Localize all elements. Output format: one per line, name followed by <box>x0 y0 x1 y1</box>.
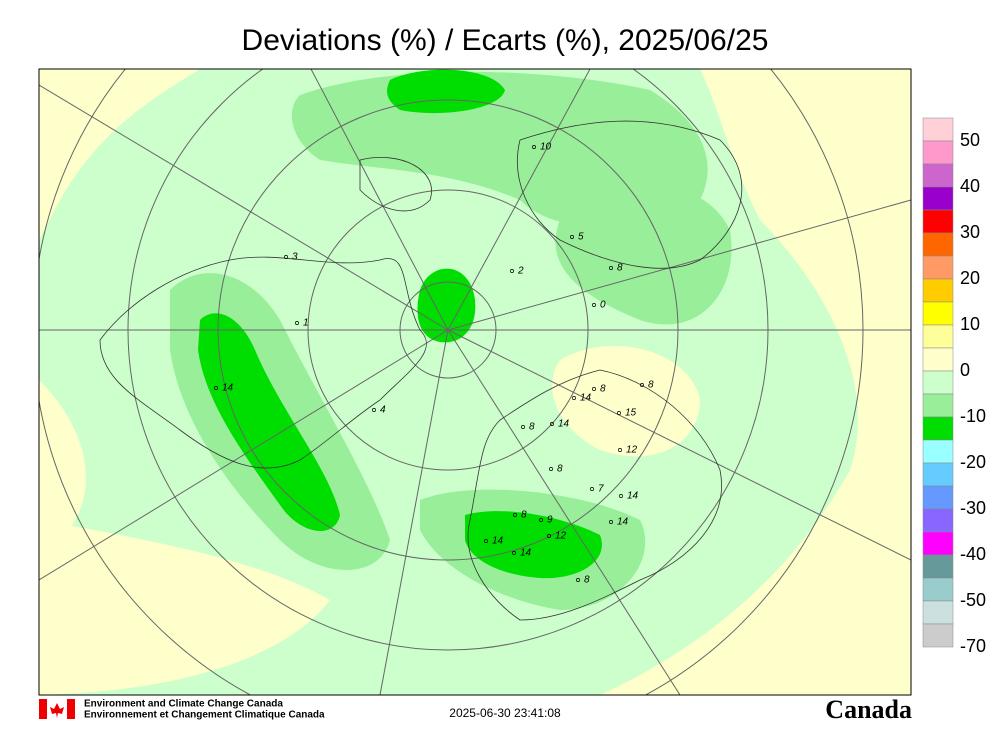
station-value: 12 <box>626 445 638 456</box>
station-dot <box>550 422 554 426</box>
legend-swatch <box>922 278 954 303</box>
station-dot <box>512 551 516 555</box>
legend-swatch <box>922 577 954 602</box>
station-value: 14 <box>222 383 234 394</box>
legend-label: -20 <box>960 452 986 472</box>
station-dot <box>539 518 543 522</box>
legend-swatch <box>922 531 954 556</box>
legend-label: -30 <box>960 498 986 518</box>
map-frame <box>38 68 912 696</box>
station-dot <box>592 387 596 391</box>
station-dot <box>513 513 517 517</box>
station-dot <box>284 255 288 259</box>
station-dot <box>549 467 553 471</box>
map <box>39 69 911 695</box>
legend-swatch <box>922 600 954 625</box>
legend-swatch <box>922 209 954 234</box>
station-dot <box>510 269 514 273</box>
legend-label: 0 <box>960 360 970 380</box>
legend-swatch <box>922 255 954 280</box>
station-value: 14 <box>558 419 570 430</box>
legend-swatch <box>922 163 954 188</box>
station-dot <box>640 383 644 387</box>
station-dot <box>295 321 299 325</box>
legend-label: -40 <box>960 544 986 564</box>
station-value: 9 <box>547 515 553 526</box>
station-dot <box>547 534 551 538</box>
station-dot <box>570 235 574 239</box>
station-dot <box>592 303 596 307</box>
legend-label: -70 <box>960 636 986 656</box>
station-value: 10 <box>540 142 552 153</box>
station-dot <box>617 411 621 415</box>
station-value: 8 <box>557 464 563 475</box>
legend-swatch <box>922 554 954 579</box>
legend-swatch <box>922 462 954 487</box>
station-value: 8 <box>529 422 535 433</box>
logo <box>39 699 75 719</box>
station-value: 5 <box>578 232 584 243</box>
station-dot <box>609 520 613 524</box>
legend-swatch <box>922 347 954 372</box>
station-value: 4 <box>380 405 386 416</box>
station-value: 8 <box>521 510 527 521</box>
station-value: 14 <box>520 548 532 559</box>
station-value: 14 <box>627 491 639 502</box>
station-value: 8 <box>600 384 606 395</box>
legend-swatch <box>922 186 954 211</box>
station-value: 8 <box>584 575 590 586</box>
station-value: 1 <box>303 318 309 329</box>
legend-label: 20 <box>960 268 980 288</box>
station-dot <box>532 145 536 149</box>
legend-swatch <box>922 324 954 349</box>
legend-label: -10 <box>960 406 986 426</box>
station-value: 7 <box>598 484 604 495</box>
legend-swatch <box>922 485 954 510</box>
station-value: 15 <box>625 408 637 419</box>
legend-label: 50 <box>960 130 980 150</box>
legend-swatch <box>922 439 954 464</box>
legend-swatch <box>922 416 954 441</box>
legend-swatch <box>922 508 954 533</box>
station-dot <box>618 448 622 452</box>
station-dot <box>576 578 580 582</box>
legend-swatch <box>922 393 954 418</box>
legend-swatch <box>922 623 954 648</box>
station-value: 12 <box>555 531 567 542</box>
station-dot <box>609 266 613 270</box>
legend-label: -50 <box>960 590 986 610</box>
title: Deviations (%) / Ecarts (%), 2025/06/25 <box>242 24 769 57</box>
agency-fr: Environnement et Changement Climatique C… <box>84 710 325 721</box>
station-dot <box>372 408 376 412</box>
station-value: 14 <box>492 536 504 547</box>
station-value: 2 <box>517 266 524 277</box>
agency-en: Environment and Climate Change Canada <box>84 699 283 710</box>
station-dot <box>521 425 525 429</box>
station-value: 8 <box>617 263 623 274</box>
timestamp: 2025-06-30 23:41:08 <box>449 706 561 720</box>
station-value: 3 <box>292 252 298 263</box>
station-dot <box>590 487 594 491</box>
legend: 50 40 30 20 10 0 -10 -20 -30 -40 -50 -70 <box>922 117 986 656</box>
station-dot <box>619 494 623 498</box>
station-dot <box>572 396 576 400</box>
station-value: 8 <box>648 380 654 391</box>
station-dot <box>214 386 218 390</box>
station-value: 14 <box>617 517 629 528</box>
legend-swatch <box>922 140 954 165</box>
station-dot <box>484 539 488 543</box>
station-value: 14 <box>580 393 592 404</box>
legend-label: 10 <box>960 314 980 334</box>
station-value: 0 <box>600 300 606 311</box>
legend-swatch <box>922 370 954 395</box>
legend-swatch <box>922 117 954 142</box>
legend-swatch <box>922 232 954 257</box>
legend-swatch <box>922 301 954 326</box>
legend-label: 30 <box>960 222 980 242</box>
wordmark: Canada <box>825 695 912 724</box>
legend-label: 40 <box>960 176 980 196</box>
